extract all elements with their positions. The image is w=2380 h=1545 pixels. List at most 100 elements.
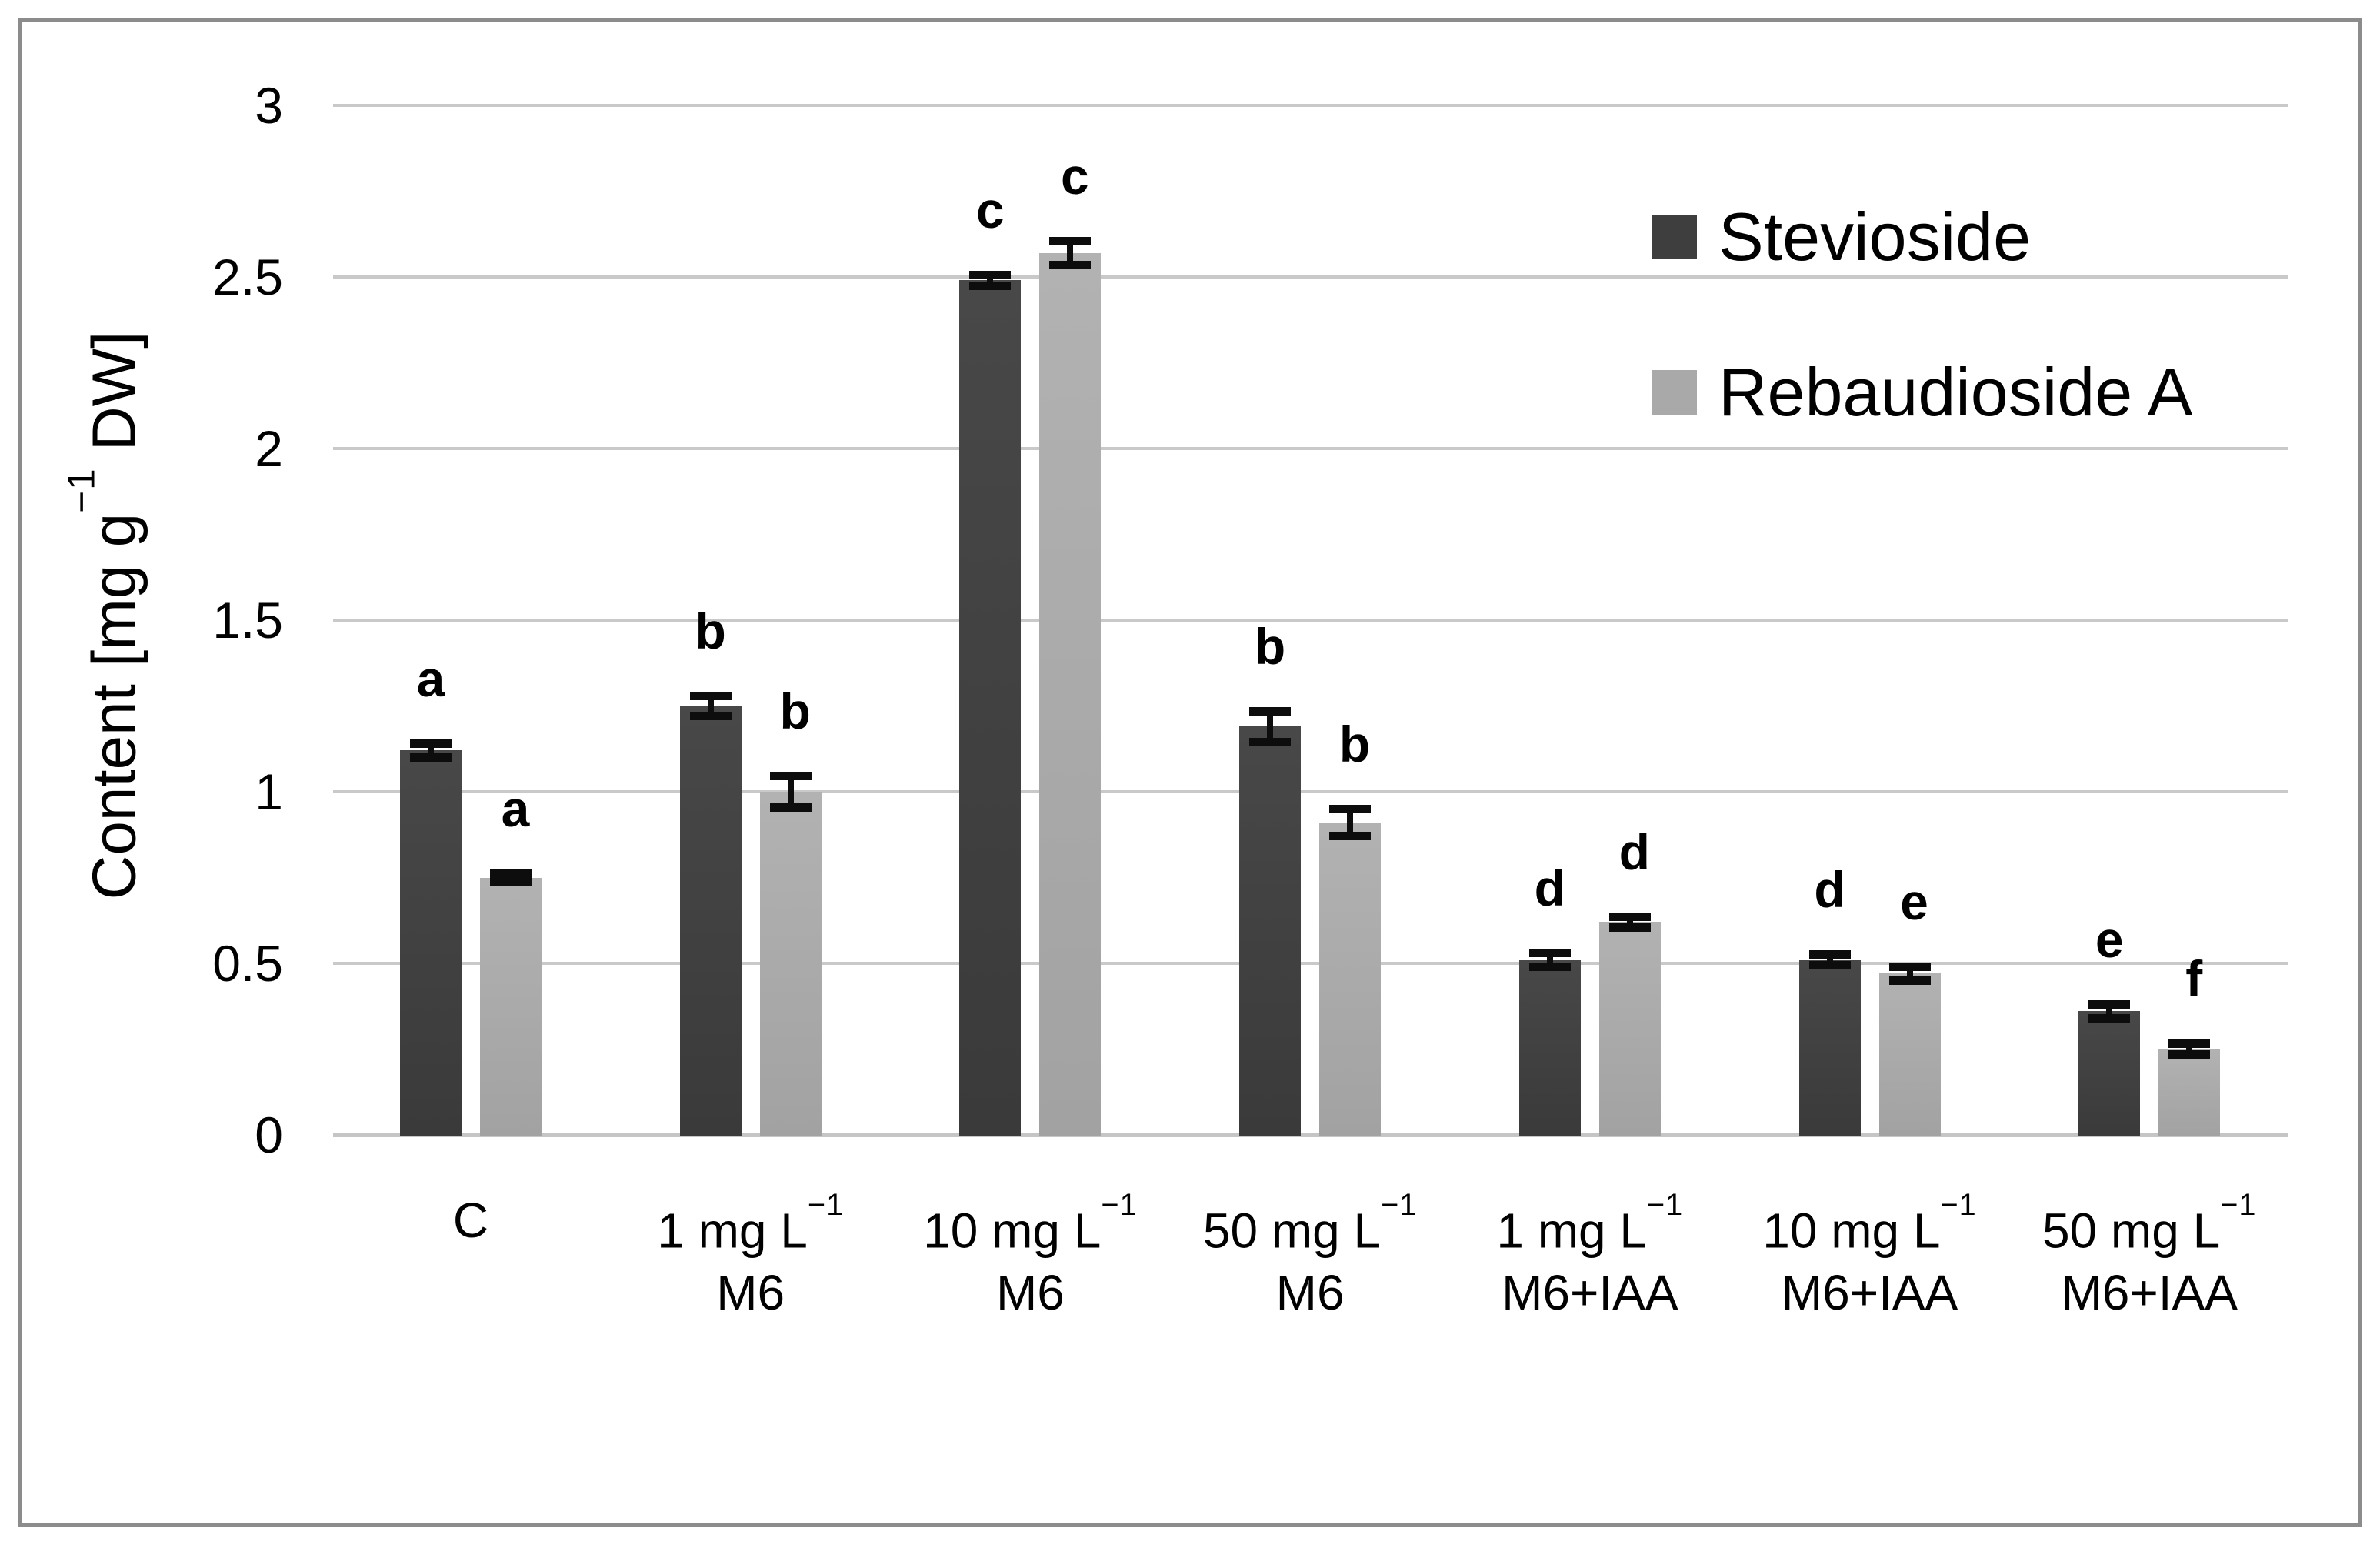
error-bar-cap (1608, 923, 1651, 932)
error-bar-cap (1528, 962, 1571, 971)
y-tick-label: 0 (255, 1106, 283, 1163)
x-category-label-line2: M6 (1275, 1265, 1345, 1320)
significance-letter: b (779, 682, 811, 740)
error-bar-cap (769, 772, 812, 781)
significance-letter: d (1814, 861, 1845, 919)
error-bar-cap (1888, 962, 1931, 971)
bar (1319, 823, 1382, 1136)
bar (1239, 726, 1302, 1136)
significance-letter: a (416, 650, 445, 708)
error-bar-cap (410, 752, 452, 762)
bar (2078, 1011, 2141, 1136)
error-bar-cap (490, 877, 532, 886)
error-bar-cap (769, 803, 812, 812)
error-bar (787, 776, 794, 808)
x-category-label-line2: M6+IAA (1502, 1265, 1678, 1320)
x-category-label-line1: 50 mg L−1 (1202, 1188, 1418, 1259)
significance-letter: b (695, 602, 726, 659)
error-bar-cap (969, 271, 1012, 280)
gridline (333, 790, 2288, 793)
error-bar (2186, 1043, 2193, 1055)
gridline (333, 447, 2288, 450)
error-bar (1546, 953, 1553, 967)
error-bar-cap (1329, 804, 1372, 813)
significance-letter: c (1061, 147, 1089, 205)
error-bar-cap (1808, 960, 1851, 969)
x-category-label-line1: C (452, 1193, 489, 1248)
x-category-label-line1: 1 mg L−1 (657, 1188, 845, 1259)
stevioside-legend-swatch-icon (1652, 215, 1697, 259)
significance-letter: d (1534, 859, 1565, 917)
bar (1878, 973, 1941, 1136)
legend-item-stevioside: Stevioside (1652, 199, 2031, 275)
bar (1798, 959, 1861, 1136)
y-tick-label: 3 (255, 77, 283, 134)
error-bar (1826, 954, 1833, 966)
x-category-label-line2: M6+IAA (2061, 1265, 2238, 1320)
error-bar (2106, 1004, 2113, 1019)
significance-letter: c (976, 182, 1005, 239)
error-bar-cap (2088, 1013, 2131, 1023)
y-tick-label: 2 (255, 420, 283, 477)
error-bar-cap (1608, 913, 1651, 922)
significance-letter: a (501, 779, 530, 837)
error-bar (987, 275, 994, 286)
x-category-label-line1: 1 mg L−1 (1496, 1188, 1684, 1259)
bar (1039, 252, 1102, 1136)
error-bar-cap (689, 712, 732, 721)
error-bar (1267, 711, 1274, 742)
error-bar-cap (1329, 832, 1372, 841)
error-bar-cap (689, 691, 732, 700)
x-category-label-line2: M6 (716, 1265, 785, 1320)
error-bar (1906, 966, 1913, 981)
error-bar-cap (2088, 1000, 2131, 1009)
x-category-label-line1: 50 mg L−1 (2042, 1188, 2257, 1259)
bar (959, 280, 1022, 1136)
significance-letter: b (1338, 715, 1371, 772)
bar (2158, 1049, 2221, 1136)
y-tick-label: 1.5 (212, 592, 283, 649)
y-tick-label: 0.5 (212, 935, 283, 992)
error-bar-cap (1528, 949, 1571, 958)
bar (480, 877, 542, 1136)
error-bar-cap (2168, 1049, 2211, 1059)
error-bar-cap (1049, 236, 1092, 245)
error-bar-cap (1049, 260, 1092, 269)
gridline (333, 275, 2288, 279)
y-tick-label: 1 (255, 763, 283, 820)
x-category-label-line1: 10 mg L−1 (1762, 1188, 1977, 1259)
error-bar-cap (1249, 706, 1292, 716)
significance-letter: d (1618, 823, 1650, 881)
error-bar-cap (2168, 1039, 2211, 1049)
x-category-label-line2: M6+IAA (1781, 1265, 1958, 1320)
y-tick-label: 2.5 (212, 249, 283, 305)
bar (679, 706, 742, 1136)
error-bar (1347, 809, 1354, 836)
error-bar-cap (1808, 950, 1851, 959)
legend-item-rebaudioside-a: Rebaudioside A (1652, 354, 2192, 431)
bar (759, 792, 822, 1136)
y-axis-title: Content [mg g−1 DW] (59, 331, 148, 900)
error-bar (1626, 916, 1633, 928)
bar (400, 750, 462, 1136)
significance-letter: b (1254, 617, 1286, 675)
error-bar-cap (410, 739, 452, 749)
error-bar (428, 743, 434, 758)
error-bar-cap (969, 281, 1012, 290)
legend-label-rebaudioside-a: Rebaudioside A (1718, 354, 2193, 430)
error-bar (707, 696, 714, 716)
significance-letter: e (1900, 873, 1928, 930)
error-bar-cap (490, 869, 532, 878)
error-bar-cap (1249, 737, 1292, 746)
error-bar-cap (1888, 976, 1931, 985)
gridline (333, 104, 2288, 107)
x-axis-line (333, 1133, 2288, 1137)
gridline (333, 962, 2288, 965)
rebaudioside-a-legend-swatch-icon (1652, 370, 1697, 415)
legend-label-stevioside: Stevioside (1718, 199, 2032, 275)
x-category-label-line2: M6 (995, 1265, 1065, 1320)
bar (1518, 959, 1581, 1136)
error-bar (1067, 241, 1074, 265)
figure-border (18, 18, 2362, 1527)
